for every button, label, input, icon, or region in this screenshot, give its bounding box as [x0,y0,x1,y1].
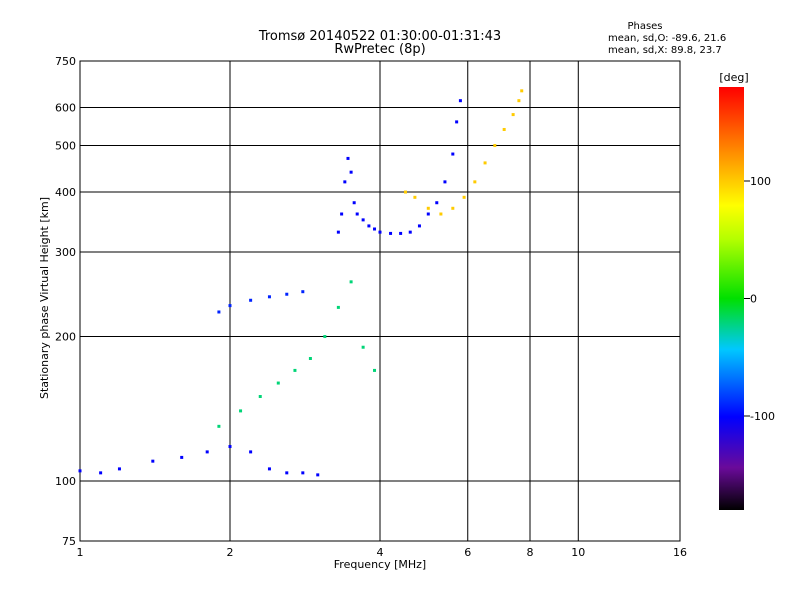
echo-point [426,212,430,216]
echo-point [239,409,243,413]
echo-point [373,227,377,231]
echo-point [439,212,443,216]
y-tick-label: 400 [55,186,76,199]
phases-x-stats: mean, sd,X: 89.8, 23.7 [608,45,722,56]
x-tick-label: 6 [464,546,471,559]
echo-point [228,445,232,449]
echo-point [267,467,271,471]
x-axis-label: Frequency [MHz] [334,558,426,571]
phases-o-stats: mean, sd,O: -89.6, 21.6 [608,33,726,44]
echo-point [511,113,515,117]
phases-stats: Phases mean, sd,O: -89.6, 21.6 mean, sd,… [608,21,726,56]
echo-point [180,455,184,459]
echo-point [276,381,280,385]
echo-point [336,230,340,234]
echo-point [258,395,262,399]
echo-point [249,298,253,302]
echo-point [343,180,347,184]
echo-point [426,206,430,210]
phases-heading: Phases [627,21,662,32]
echo-point [417,224,421,228]
echo-point [413,195,417,199]
echo-point [361,345,365,349]
chart-title-line2: RwPretec (8p) [334,42,425,57]
echo-point [301,471,305,475]
colorbar-tick-label: 100 [750,175,771,188]
colorbar-tick-label: -100 [750,410,775,423]
echo-point [217,310,221,314]
echo-point [451,206,455,210]
colorbar-ticks: 100 0 -100 [744,175,775,423]
y-tick-label: 500 [55,140,76,153]
echo-point [249,450,253,454]
echo-point [308,356,312,360]
y-tick-label: 100 [55,475,76,488]
echo-point [458,99,462,103]
echo-point [117,467,121,471]
x-tick-label: 10 [571,546,585,559]
echo-point [346,156,350,160]
echo-point [455,120,459,124]
chart-title-line1: Tromsø 20140522 01:30:00-01:31:43 [258,29,501,44]
echo-point [462,195,466,199]
echo-point [378,230,382,234]
y-tick-label: 300 [55,246,76,259]
echo-point [151,459,155,463]
grid-lines [80,61,680,541]
echo-points [78,89,524,477]
echo-point [502,127,506,131]
echo-point [483,161,487,165]
echo-point [435,201,439,205]
echo-point [217,424,221,428]
y-tick-label: 750 [55,55,76,68]
echo-point [293,368,297,372]
echo-point [355,212,359,216]
x-tick-label: 2 [227,546,234,559]
echo-point [473,180,477,184]
colorbar-gradient [719,87,744,510]
echo-point [352,201,356,205]
echo-point [408,230,412,234]
echo-point [517,99,521,103]
x-tick-label: 8 [527,546,534,559]
y-tick-label: 600 [55,102,76,115]
echo-point [493,144,497,148]
echo-point [267,295,271,299]
echo-point [373,368,377,372]
x-tick-label: 16 [673,546,687,559]
phase-colorbar: [deg] 100 0 -100 [719,71,775,510]
echo-point [336,305,340,309]
echo-point [228,304,232,308]
echo-point [205,450,209,454]
echo-point [399,231,403,235]
y-axis-label: Stationary phase Virtual Height [km] [38,197,51,399]
echo-point [340,212,344,216]
echo-point [285,471,289,475]
echo-point [301,290,305,294]
echo-point [443,180,447,184]
echo-point [349,280,353,284]
echo-point [367,224,371,228]
y-tick-label: 200 [55,331,76,344]
echo-point [323,335,327,339]
echo-point [520,89,524,93]
echo-point [403,190,407,194]
colorbar-tick-label: 0 [750,293,757,306]
x-axis-ticks: 1 2 4 6 8 10 16 [77,546,688,559]
echo-point [361,218,365,222]
echo-point [78,469,82,473]
echo-point [316,473,320,477]
echo-point [349,170,353,174]
y-axis-ticks: 75 100 200 300 400 500 600 750 [55,55,76,548]
echo-point [99,471,103,475]
echo-point [285,292,289,296]
x-tick-label: 4 [377,546,384,559]
echo-point [451,152,455,156]
y-tick-label: 75 [62,535,76,548]
echo-point [389,231,393,235]
colorbar-unit: [deg] [719,71,748,84]
x-tick-label: 1 [77,546,84,559]
